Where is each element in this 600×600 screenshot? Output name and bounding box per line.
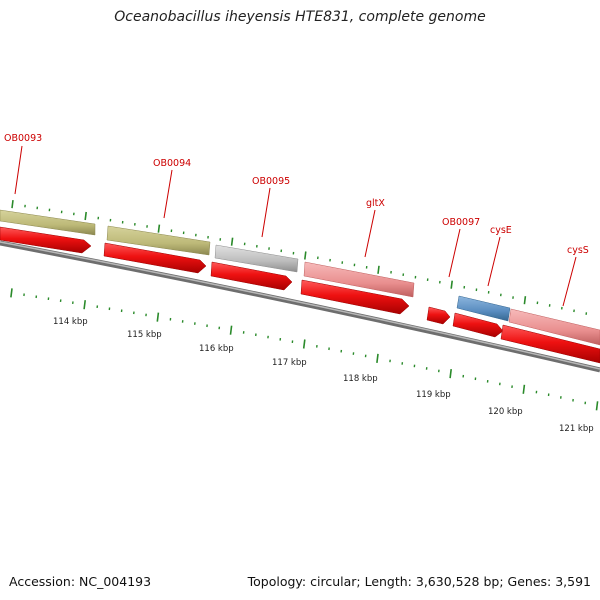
ruler-label-120: 120 kbp <box>488 407 523 417</box>
gene-labels: OB0093 OB0094 OB0095 gltX OB0097 cysE cy… <box>4 133 589 256</box>
gene-block-ob0093[interactable] <box>0 209 96 236</box>
callout-line-ob0095 <box>261 187 271 238</box>
upper-ruler-major-tick <box>230 237 234 246</box>
cds-arrow-ob0094[interactable] <box>103 242 207 274</box>
ruler-label-114: 114 kbp <box>53 317 88 327</box>
genome-backbone-highlight <box>0 241 600 370</box>
genome-summary-text: Topology: circular; Length: 3,630,528 bp… <box>247 574 591 589</box>
cds-arrow-gltx[interactable] <box>300 279 410 315</box>
callout-line-cyse <box>487 236 501 287</box>
ruler-label-115: 115 kbp <box>127 330 162 340</box>
callout-line-ob0094 <box>163 169 173 219</box>
kbp-ruler-major-tick <box>229 325 233 335</box>
kbp-ruler-major-tick <box>595 401 599 411</box>
cds-arrow-ob0095[interactable] <box>210 261 293 291</box>
kbp-ruler-major-tick <box>449 369 452 379</box>
gene-label-cyse[interactable]: cysE <box>490 225 512 236</box>
gene-label-ob0093[interactable]: OB0093 <box>4 133 42 144</box>
ruler-label-118: 118 kbp <box>343 374 378 384</box>
kbp-ruler <box>10 288 599 411</box>
gene-label-ob0097[interactable]: OB0097 <box>442 217 480 228</box>
kbp-ruler-major-tick <box>302 339 306 349</box>
gene-block-ob0095[interactable] <box>214 244 299 273</box>
accession-text: Accession: NC_004193 <box>9 574 152 589</box>
upper-ruler-major-tick <box>157 224 161 233</box>
kbp-ruler-major-tick <box>156 312 160 322</box>
ruler-label-121: 121 kbp <box>559 424 594 434</box>
ruler-label-119: 119 kbp <box>416 390 451 400</box>
cds-arrow-cyse[interactable] <box>452 312 504 338</box>
callout-line-gltx <box>364 209 376 258</box>
gene-label-cyss[interactable]: cysS <box>567 245 589 256</box>
upper-ruler-major-tick <box>523 296 527 305</box>
gene-block-ob0094[interactable] <box>106 225 211 256</box>
gene-block-gltx[interactable] <box>303 261 415 298</box>
cds-arrow-ob0093[interactable] <box>0 226 92 254</box>
gene-label-ob0094[interactable]: OB0094 <box>153 158 191 169</box>
kbp-ruler-major-tick <box>83 300 86 310</box>
feature-tick-track <box>11 200 588 315</box>
cds-arrow-ob0097[interactable] <box>426 306 451 325</box>
upper-ruler-major-tick <box>377 265 380 274</box>
cds-arrow-cyss[interactable] <box>500 324 600 364</box>
callout-line-ob0097 <box>448 228 461 278</box>
upper-ruler-major-tick <box>304 251 307 260</box>
kbp-ruler-labels: 114 kbp 115 kbp 116 kbp 117 kbp 118 kbp … <box>53 317 594 434</box>
gene-label-callouts <box>14 145 577 307</box>
upper-ruler-major-tick <box>84 211 87 221</box>
ruler-label-117: 117 kbp <box>272 358 307 368</box>
cds-track <box>0 226 600 364</box>
feature-track <box>0 209 600 346</box>
callout-line-cyss <box>562 256 577 307</box>
kbp-ruler-major-tick <box>522 384 526 394</box>
gene-label-gltx[interactable]: gltX <box>366 198 385 209</box>
map-title: Oceanobacillus iheyensis HTE831, complet… <box>114 9 486 25</box>
upper-ruler-major-tick <box>450 280 453 289</box>
ruler-label-116: 116 kbp <box>199 344 234 354</box>
upper-ruler-major-tick <box>11 200 14 209</box>
kbp-ruler-major-tick <box>376 353 379 363</box>
gene-block-cyss[interactable] <box>508 308 600 346</box>
kbp-ruler-major-tick <box>10 288 13 298</box>
callout-line-ob0093 <box>14 145 23 195</box>
gene-label-ob0095[interactable]: OB0095 <box>252 176 290 187</box>
genome-backbone <box>0 240 600 373</box>
gene-block-cyse[interactable] <box>456 295 511 322</box>
